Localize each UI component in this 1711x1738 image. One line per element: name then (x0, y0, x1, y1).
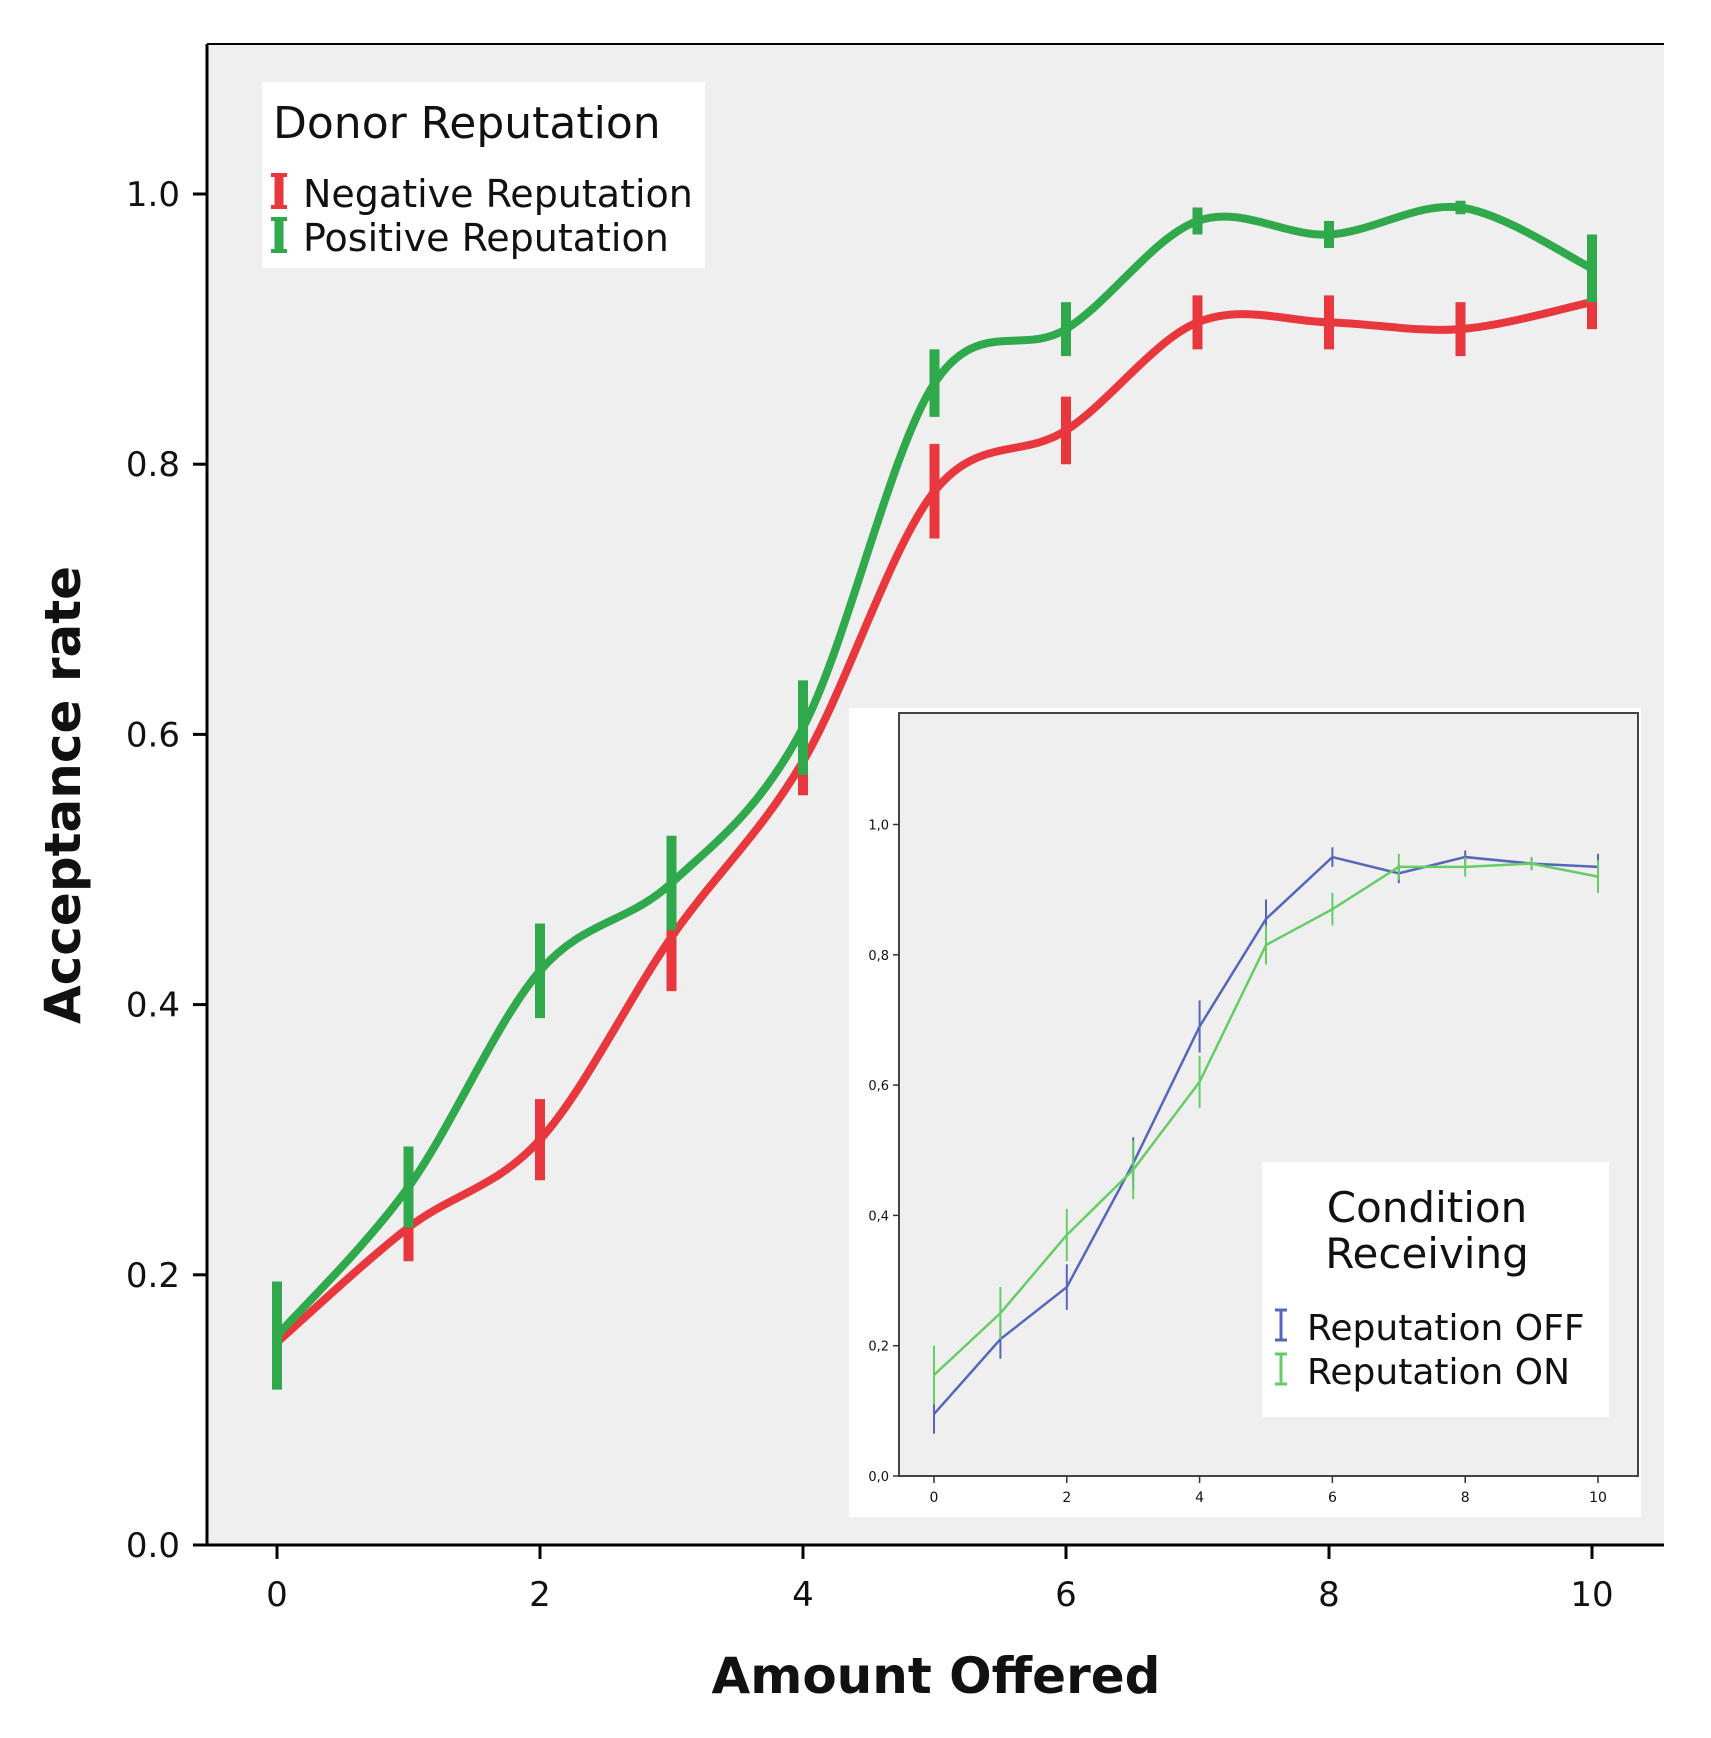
inset-x-tick-label: 10 (1589, 1490, 1607, 1506)
inset-x-tick-label: 2 (1062, 1490, 1071, 1506)
main-y-tick-label: 0.6 (126, 715, 180, 755)
legend-reputation-on-label: Reputation ON (1307, 1352, 1570, 1393)
main-legend-box (262, 82, 705, 268)
main-legend-title: Donor Reputation (273, 98, 661, 149)
main-x-tick-label: 10 (1570, 1575, 1613, 1615)
main-x-tick-label: 0 (266, 1575, 288, 1615)
main-y-tick-label: 0.8 (126, 445, 180, 485)
main-series (272, 200, 1597, 1390)
main-x-tick-label: 8 (1318, 1575, 1340, 1615)
inset-x-tick-label: 8 (1461, 1490, 1470, 1506)
legend-reputation-off-label: Reputation OFF (1307, 1308, 1585, 1349)
main-y-tick-label: 0.2 (126, 1256, 180, 1296)
main-x-axis-title: Amount Offered (712, 1647, 1161, 1705)
main-ticks: 0.0 0.2 0.4 0.6 0.8 1.0 0 2 4 6 8 10 (126, 175, 1614, 1615)
legend-positive-reputation-icon (271, 217, 287, 253)
inset-y-tick-label: 0,8 (868, 949, 889, 964)
legend-reputation-on-icon (1275, 1352, 1287, 1386)
main-x-tick-label: 2 (529, 1575, 551, 1615)
inset-y-tick-label: 0,4 (868, 1209, 889, 1224)
inset-y-tick-label: 0,6 (868, 1079, 889, 1094)
inset-x-tick-label: 0 (930, 1490, 939, 1506)
main-y-tick-label: 0.0 (126, 1526, 180, 1566)
inset-y-tick-label: 0,2 (868, 1340, 889, 1355)
inset-x-tick-label: 6 (1328, 1490, 1337, 1506)
legend-reputation-off-icon (1275, 1308, 1287, 1342)
inset-y-tick-label: 1,0 (868, 819, 889, 834)
inset-x-tick-label: 4 (1195, 1490, 1204, 1506)
legend-negative-reputation-icon (271, 173, 287, 209)
inset-legend-box (1262, 1162, 1609, 1417)
main-legend: Donor Reputation Negative Reputation Pos… (262, 82, 705, 268)
inset-legend-title-line2: Receiving (1325, 1229, 1529, 1278)
inset-y-tick-label: 0,0 (868, 1470, 889, 1485)
inset-legend: Condition Receiving Reputation OFF Reput… (1262, 1162, 1609, 1417)
inset-legend-title-line1: Condition (1327, 1183, 1527, 1232)
inset-ticks: 0,0 0,2 0,4 0,6 0,8 1,0 0 2 4 6 8 10 (868, 819, 1607, 1507)
main-x-tick-label: 4 (792, 1575, 814, 1615)
legend-positive-reputation-label: Positive Reputation (303, 216, 669, 260)
main-y-tick-label: 0.4 (126, 986, 180, 1026)
main-x-tick-label: 6 (1055, 1575, 1077, 1615)
main-y-tick-label: 1.0 (126, 175, 180, 215)
legend-negative-reputation-label: Negative Reputation (303, 172, 693, 216)
main-y-axis-title: Acceptance rate (34, 566, 92, 1024)
inset-series (933, 847, 1599, 1434)
